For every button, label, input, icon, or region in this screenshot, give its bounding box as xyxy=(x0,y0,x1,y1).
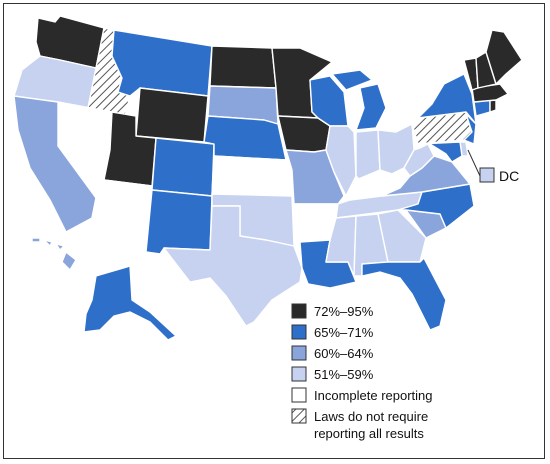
legend-label-2: 65%–71% xyxy=(314,325,374,340)
state-new-mexico xyxy=(145,189,213,255)
legend-swatch-5 xyxy=(291,387,307,403)
legend-label-4: 51%–59% xyxy=(314,367,374,382)
state-montana xyxy=(111,29,213,97)
state-alaska xyxy=(83,265,177,341)
state-illinois xyxy=(325,125,357,197)
state-north-dakota xyxy=(209,45,277,89)
legend: 72%–95% 65%–71% 60%–64% 51%–59% Incomplete r… xyxy=(291,303,433,441)
state-maryland xyxy=(417,141,463,163)
state-georgia xyxy=(377,209,427,263)
legend-swatch-4 xyxy=(291,366,307,382)
legend-label-3: 60%–64% xyxy=(314,346,374,361)
state-michigan xyxy=(331,69,387,131)
state-hawaii xyxy=(31,237,77,271)
state-kansas xyxy=(211,155,293,197)
legend-label-5: Incomplete reporting xyxy=(314,388,433,403)
state-west-virginia xyxy=(403,143,435,177)
states-layer xyxy=(13,15,523,341)
state-colorado xyxy=(151,137,215,197)
legend-swatch-3 xyxy=(291,345,307,361)
state-florida xyxy=(361,257,447,331)
dc-swatch xyxy=(479,167,495,183)
state-texas xyxy=(163,205,303,327)
dc-indicator: DC xyxy=(467,149,519,184)
state-new-jersey xyxy=(463,113,477,145)
legend-label-6-line-2: reporting all results xyxy=(314,426,424,441)
state-rhode-island xyxy=(489,99,497,113)
legend-swatch-1 xyxy=(291,303,307,319)
legend-label-6: Laws do not require xyxy=(314,409,428,424)
state-maine xyxy=(485,29,523,85)
state-new-york xyxy=(417,73,477,125)
state-wyoming xyxy=(135,87,209,143)
state-california xyxy=(13,95,97,233)
legend-swatch-2 xyxy=(291,324,307,340)
legend-label-1: 72%–95% xyxy=(314,304,374,319)
dc-label: DC xyxy=(499,168,519,184)
state-nebraska xyxy=(203,115,287,161)
legend-swatch-6 xyxy=(291,408,307,424)
state-missouri xyxy=(285,149,345,205)
